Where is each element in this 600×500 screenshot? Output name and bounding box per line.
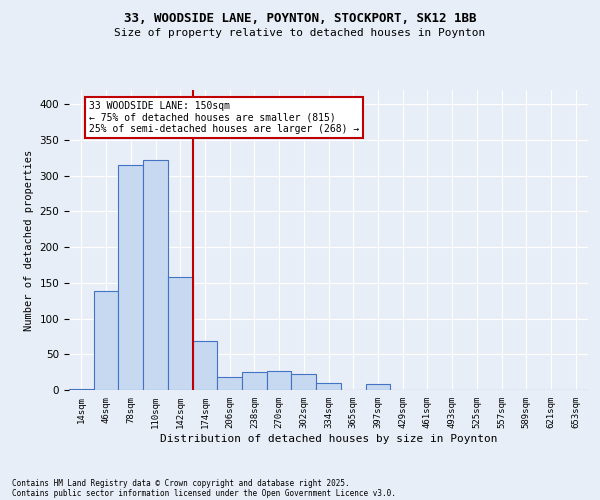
Bar xyxy=(267,370,292,390)
Text: 33 WOODSIDE LANE: 150sqm
← 75% of detached houses are smaller (815)
25% of semi-: 33 WOODSIDE LANE: 150sqm ← 75% of detach… xyxy=(89,100,359,134)
Bar xyxy=(118,165,143,390)
Bar xyxy=(168,277,193,390)
Text: 33, WOODSIDE LANE, POYNTON, STOCKPORT, SK12 1BB: 33, WOODSIDE LANE, POYNTON, STOCKPORT, S… xyxy=(124,12,476,26)
Bar xyxy=(292,374,316,390)
Bar xyxy=(316,383,341,390)
Bar xyxy=(193,342,217,390)
Text: Size of property relative to detached houses in Poynton: Size of property relative to detached ho… xyxy=(115,28,485,38)
Bar xyxy=(242,372,267,390)
Bar xyxy=(143,160,168,390)
Text: Contains public sector information licensed under the Open Government Licence v3: Contains public sector information licen… xyxy=(12,488,396,498)
X-axis label: Distribution of detached houses by size in Poynton: Distribution of detached houses by size … xyxy=(160,434,497,444)
Y-axis label: Number of detached properties: Number of detached properties xyxy=(24,150,34,330)
Bar xyxy=(365,384,390,390)
Bar xyxy=(69,388,94,390)
Bar xyxy=(94,292,118,390)
Text: Contains HM Land Registry data © Crown copyright and database right 2025.: Contains HM Land Registry data © Crown c… xyxy=(12,478,350,488)
Bar xyxy=(217,377,242,390)
